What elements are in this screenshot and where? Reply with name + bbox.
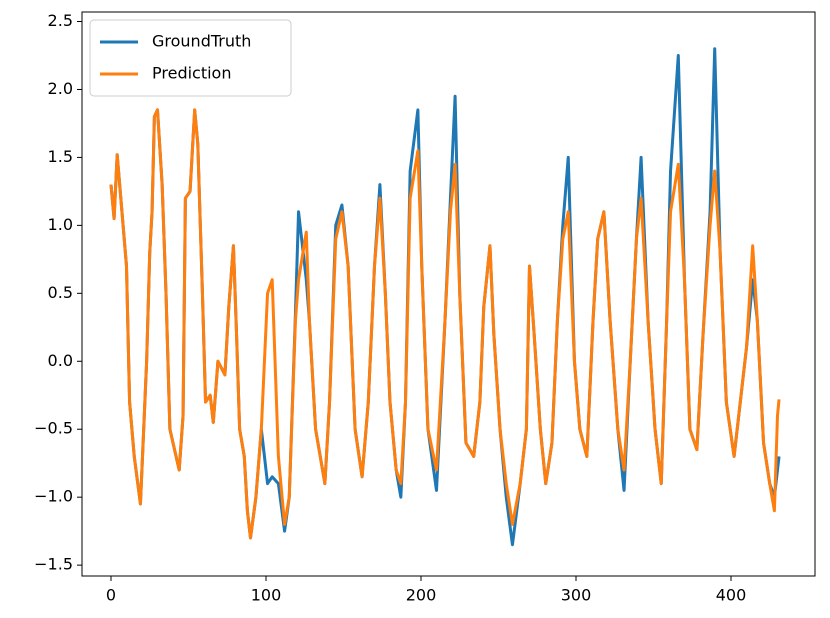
x-tick-label: 0 <box>106 586 116 605</box>
y-tick-label: 0.5 <box>48 283 73 302</box>
x-tick-label: 200 <box>406 586 437 605</box>
y-tick-label: 2.0 <box>48 79 73 98</box>
x-tick-label: 400 <box>716 586 747 605</box>
plot-frame <box>81 11 816 577</box>
y-tick-label: −1.0 <box>34 487 73 506</box>
series-line <box>109 108 781 540</box>
legend-box <box>89 19 292 97</box>
legend-label: Prediction <box>152 64 231 83</box>
y-tick-label: −1.5 <box>34 555 73 574</box>
y-tick-label: 1.5 <box>48 147 73 166</box>
y-tick-label: 1.0 <box>48 215 73 234</box>
x-tick-label: 300 <box>561 586 592 605</box>
x-tick-label: 100 <box>251 586 282 605</box>
y-tick-label: −0.5 <box>34 419 73 438</box>
y-tick-label: 0.0 <box>48 351 73 370</box>
y-tick-label: 2.5 <box>48 11 73 30</box>
legend-label: GroundTruth <box>152 32 251 51</box>
